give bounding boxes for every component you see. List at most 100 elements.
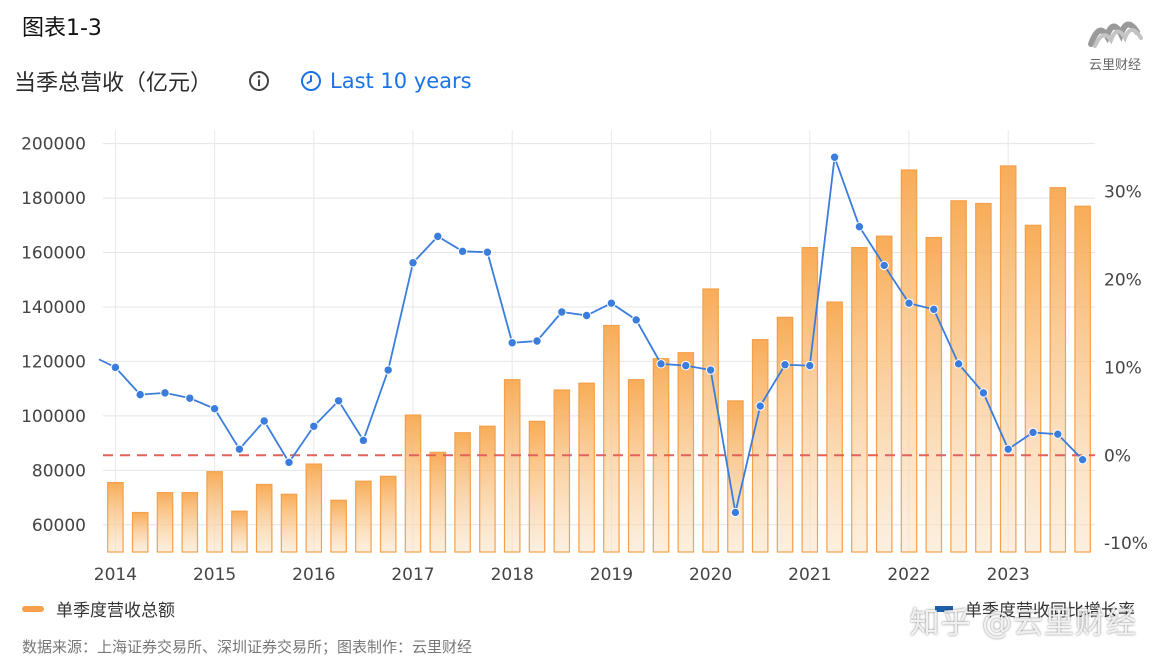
bar[interactable] [231, 510, 248, 553]
line-point[interactable] [1028, 427, 1038, 438]
line-point[interactable] [185, 393, 195, 403]
line-point[interactable] [904, 298, 914, 308]
bar[interactable] [156, 492, 174, 553]
bar[interactable] [479, 425, 496, 553]
bar[interactable] [975, 202, 992, 553]
bar[interactable] [1049, 187, 1067, 553]
bar[interactable] [950, 200, 967, 553]
line-point[interactable] [284, 457, 294, 468]
legend-swatch-line [935, 605, 953, 612]
line-point[interactable] [532, 336, 542, 346]
bar[interactable] [107, 481, 124, 553]
bar[interactable] [503, 379, 521, 553]
line-point[interactable] [383, 365, 393, 375]
line-point[interactable] [507, 338, 517, 348]
period-selector[interactable]: Last 10 years [300, 69, 472, 93]
bar[interactable] [627, 379, 645, 553]
bar[interactable] [280, 493, 298, 553]
bar[interactable] [875, 235, 893, 553]
bar[interactable] [255, 483, 273, 553]
line-point[interactable] [234, 444, 245, 454]
line-point[interactable] [1053, 429, 1063, 439]
bar[interactable] [751, 339, 769, 553]
bar[interactable] [603, 324, 620, 553]
left-axis: 200000 180000 160000 140000 120000 100000 8000… [21, 135, 86, 536]
brand-name: 云里财经 [1088, 58, 1141, 73]
bar[interactable] [776, 316, 794, 553]
line-point[interactable] [209, 403, 220, 414]
info-icon[interactable] [248, 70, 270, 92]
line-point[interactable] [805, 360, 815, 371]
line-point[interactable] [557, 307, 567, 317]
line-point[interactable] [1003, 444, 1013, 454]
bar[interactable] [131, 511, 149, 553]
bar[interactable] [999, 165, 1017, 553]
line-point[interactable] [358, 435, 369, 446]
line-point[interactable] [606, 298, 617, 308]
bar[interactable] [702, 288, 719, 553]
bar[interactable] [578, 382, 595, 553]
bar[interactable] [429, 451, 447, 553]
legend-item-line[interactable]: 单季度营收同比增长率 [935, 596, 1135, 621]
line-point[interactable] [408, 258, 418, 268]
chart-header: 当季总营收（亿元） Last 10 years [14, 64, 472, 98]
line-point[interactable] [879, 260, 889, 271]
line-point[interactable] [829, 152, 840, 162]
bar[interactable] [1024, 224, 1042, 553]
bar[interactable] [851, 247, 868, 553]
bar[interactable] [305, 463, 323, 553]
line-point[interactable] [433, 231, 443, 242]
x-tick-label: 2017 [391, 565, 434, 585]
right-axis: 30% 20% 10% 0% -10% [1104, 183, 1148, 555]
line-point[interactable] [854, 222, 865, 232]
bar[interactable] [206, 471, 223, 553]
left-tick-label: 160000 [21, 244, 86, 264]
x-tick-label: 2022 [887, 565, 930, 585]
bar[interactable] [379, 475, 397, 553]
bar[interactable] [330, 499, 347, 553]
x-tick-label: 2019 [590, 565, 633, 585]
bar[interactable] [454, 432, 471, 553]
line-point[interactable] [730, 507, 741, 518]
line-point[interactable] [135, 389, 145, 400]
line-point[interactable] [953, 359, 964, 369]
line-point[interactable] [705, 365, 716, 375]
bar[interactable] [528, 420, 546, 553]
bar[interactable] [404, 414, 422, 553]
line-point[interactable] [1077, 454, 1088, 465]
line-point[interactable] [780, 360, 790, 370]
line-point[interactable] [581, 310, 592, 321]
bar[interactable] [355, 480, 372, 553]
bar[interactable] [1074, 205, 1091, 553]
period-label: Last 10 years [330, 69, 472, 93]
line-point[interactable] [309, 421, 319, 431]
bar[interactable] [553, 389, 571, 553]
line-point[interactable] [259, 416, 269, 426]
bar[interactable] [677, 352, 695, 553]
line-point[interactable] [631, 315, 641, 325]
line-point[interactable] [482, 247, 493, 257]
line-point[interactable] [681, 360, 691, 371]
bar[interactable] [900, 169, 918, 553]
left-tick-label: 60000 [32, 516, 86, 536]
watermark: 知乎 @云里财经 [909, 606, 1137, 641]
line-point[interactable] [978, 388, 989, 398]
bar[interactable] [181, 492, 199, 553]
right-tick-label: 0% [1104, 446, 1131, 466]
bar[interactable] [826, 301, 843, 553]
line-point[interactable] [160, 388, 170, 398]
line-point[interactable] [929, 304, 939, 315]
legend-item-bars[interactable]: 单季度营收总额 [22, 596, 175, 621]
left-tick-label: 140000 [21, 298, 86, 318]
line-point[interactable] [110, 362, 121, 373]
line-point[interactable] [457, 246, 468, 257]
line-point[interactable] [755, 401, 765, 411]
brand-logo-icon [1088, 21, 1143, 48]
bar[interactable] [925, 236, 943, 553]
line-series [98, 152, 1088, 518]
x-tick-label: 2020 [689, 565, 732, 585]
line-point[interactable] [333, 396, 344, 406]
bar[interactable] [801, 247, 819, 553]
line-point[interactable] [656, 359, 666, 369]
brand: 云里财经 [1083, 14, 1147, 73]
